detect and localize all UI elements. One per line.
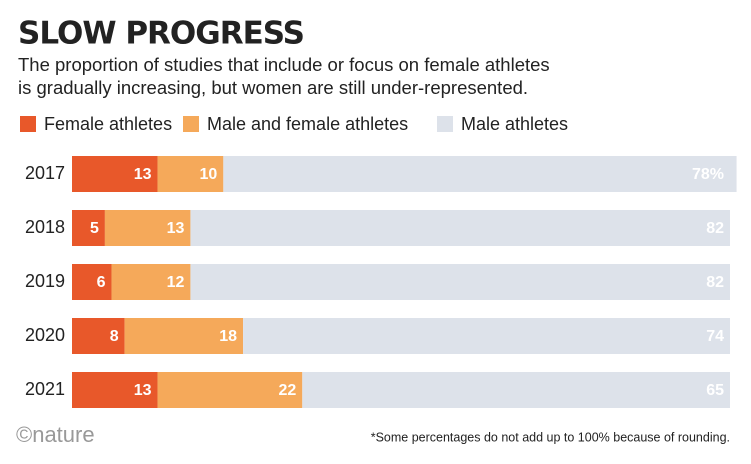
value-label: 13 — [134, 166, 152, 183]
value-label: 13 — [134, 382, 152, 399]
value-label: 13 — [167, 220, 185, 237]
bar-segment — [124, 318, 244, 354]
value-label: 82 — [706, 220, 724, 237]
y-tick-label: 2017 — [25, 163, 65, 183]
bar-segment — [72, 264, 112, 300]
legend-label: Male and female athletes — [207, 114, 408, 134]
legend-swatch — [437, 116, 453, 132]
chart-subtitle: The proportion of studies that include o… — [18, 54, 550, 75]
value-label: 10 — [200, 166, 218, 183]
value-label: 6 — [97, 274, 106, 291]
value-label: 5 — [90, 220, 99, 237]
value-label: 74 — [706, 328, 724, 345]
chart-subtitle: is gradually increasing, but women are s… — [18, 77, 528, 98]
legend-label: Female athletes — [44, 114, 172, 134]
bar-segment — [72, 318, 125, 354]
bar-segment — [157, 156, 224, 192]
bar-segment — [223, 156, 737, 192]
bar-segment — [72, 372, 158, 408]
value-label: 78% — [692, 166, 724, 183]
bar-segment — [72, 156, 158, 192]
y-tick-label: 2019 — [25, 271, 65, 291]
chart-title: SLOW PROGRESS — [18, 16, 304, 52]
bar-segment — [72, 210, 105, 246]
value-label: 82 — [706, 274, 724, 291]
value-label: 65 — [706, 382, 724, 399]
legend-swatch — [183, 116, 199, 132]
bar-segment — [190, 264, 730, 300]
y-tick-label: 2021 — [25, 379, 65, 399]
bar-segment — [157, 372, 303, 408]
footnote: *Some percentages do not add up to 100% … — [371, 430, 730, 444]
source: ©nature — [16, 422, 95, 447]
bar-segment — [243, 318, 730, 354]
legend-swatch — [20, 116, 36, 132]
value-label: 22 — [279, 382, 297, 399]
value-label: 12 — [167, 274, 185, 291]
bar-segment — [302, 372, 730, 408]
value-label: 8 — [110, 328, 119, 345]
bar-segment — [111, 264, 191, 300]
y-tick-label: 2018 — [25, 217, 65, 237]
bar-segment — [104, 210, 191, 246]
legend-label: Male athletes — [461, 114, 568, 134]
bar-segment — [190, 210, 730, 246]
value-label: 18 — [219, 328, 237, 345]
y-tick-label: 2020 — [25, 325, 65, 345]
